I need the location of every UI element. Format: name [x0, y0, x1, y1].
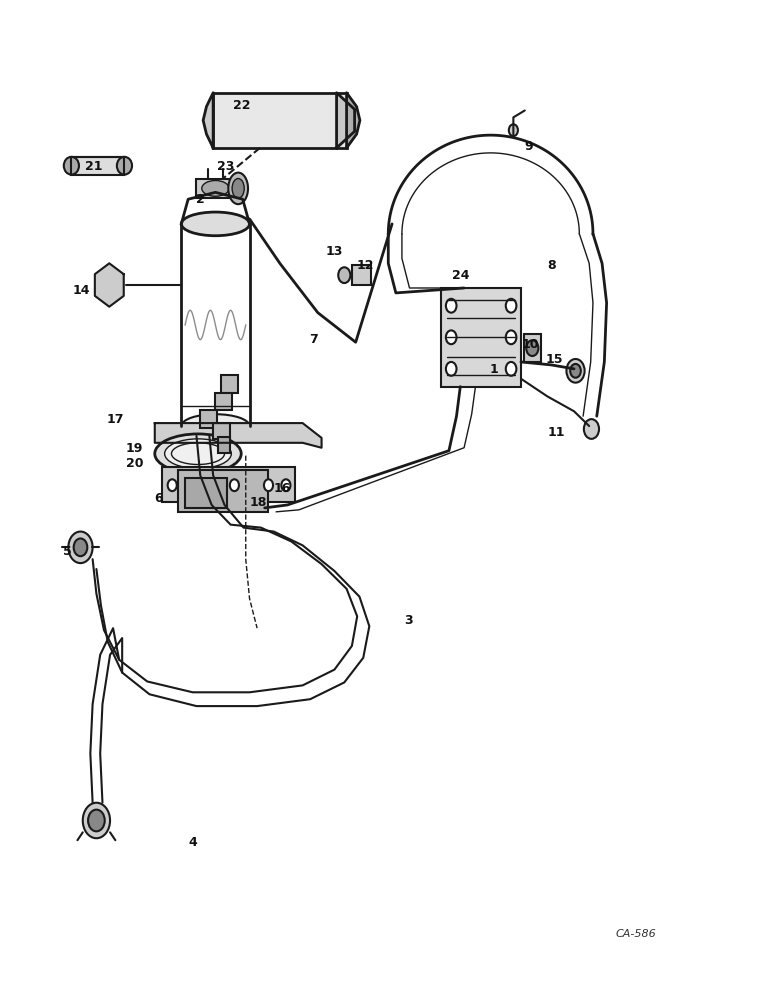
Circle shape — [584, 419, 599, 439]
Text: 18: 18 — [250, 496, 267, 509]
Bar — [200, 410, 217, 428]
Text: 14: 14 — [73, 284, 90, 297]
Bar — [213, 423, 230, 439]
Text: 6: 6 — [154, 492, 163, 505]
Text: 5: 5 — [63, 545, 72, 558]
Circle shape — [506, 299, 516, 313]
Ellipse shape — [201, 180, 229, 196]
Ellipse shape — [181, 414, 249, 438]
Polygon shape — [95, 263, 124, 307]
Ellipse shape — [181, 212, 249, 236]
Bar — [185, 478, 227, 508]
Circle shape — [527, 340, 538, 356]
Text: 16: 16 — [273, 482, 291, 495]
Text: 23: 23 — [217, 160, 234, 173]
Text: 17: 17 — [107, 413, 124, 426]
Circle shape — [567, 359, 584, 383]
Text: 15: 15 — [546, 353, 563, 366]
Bar — [215, 393, 232, 410]
Bar — [162, 467, 295, 502]
Circle shape — [88, 810, 105, 831]
Text: 10: 10 — [521, 338, 539, 351]
Text: 7: 7 — [310, 333, 318, 346]
Polygon shape — [347, 93, 360, 148]
Text: 24: 24 — [452, 269, 469, 282]
Bar — [352, 265, 371, 285]
Circle shape — [168, 479, 177, 491]
Text: 11: 11 — [548, 426, 565, 439]
Ellipse shape — [164, 439, 232, 468]
Circle shape — [69, 532, 93, 563]
Bar — [524, 334, 540, 362]
Circle shape — [83, 803, 110, 838]
Text: 22: 22 — [233, 99, 251, 112]
Circle shape — [446, 330, 456, 344]
Circle shape — [264, 479, 273, 491]
Text: 1: 1 — [490, 363, 499, 376]
Circle shape — [446, 362, 456, 376]
Circle shape — [506, 330, 516, 344]
Text: CA-586: CA-586 — [616, 929, 656, 939]
Polygon shape — [154, 423, 322, 448]
Circle shape — [230, 479, 239, 491]
Bar — [442, 288, 521, 387]
Text: 20: 20 — [126, 457, 143, 470]
Bar — [196, 179, 235, 198]
Polygon shape — [337, 93, 354, 148]
Ellipse shape — [154, 434, 241, 473]
Bar — [222, 375, 239, 393]
Circle shape — [446, 299, 456, 313]
Circle shape — [281, 479, 290, 491]
Ellipse shape — [117, 157, 132, 175]
Text: 2: 2 — [196, 193, 205, 206]
Text: 21: 21 — [86, 160, 103, 173]
Ellipse shape — [64, 157, 79, 175]
Text: 3: 3 — [405, 614, 413, 627]
Circle shape — [73, 538, 87, 556]
Text: 4: 4 — [188, 836, 197, 849]
Circle shape — [102, 275, 117, 295]
Ellipse shape — [232, 179, 244, 198]
Polygon shape — [203, 93, 213, 148]
Circle shape — [571, 364, 581, 378]
Text: 19: 19 — [126, 442, 143, 455]
Ellipse shape — [229, 173, 248, 204]
Bar — [218, 437, 230, 453]
Circle shape — [196, 479, 205, 491]
Text: 8: 8 — [547, 259, 556, 272]
Circle shape — [509, 124, 518, 136]
Text: 13: 13 — [326, 245, 343, 258]
Bar — [71, 157, 124, 175]
Circle shape — [506, 362, 516, 376]
Bar — [213, 93, 347, 148]
Text: 9: 9 — [524, 140, 533, 153]
Text: 12: 12 — [357, 259, 374, 272]
Bar — [178, 470, 269, 512]
Circle shape — [338, 267, 350, 283]
